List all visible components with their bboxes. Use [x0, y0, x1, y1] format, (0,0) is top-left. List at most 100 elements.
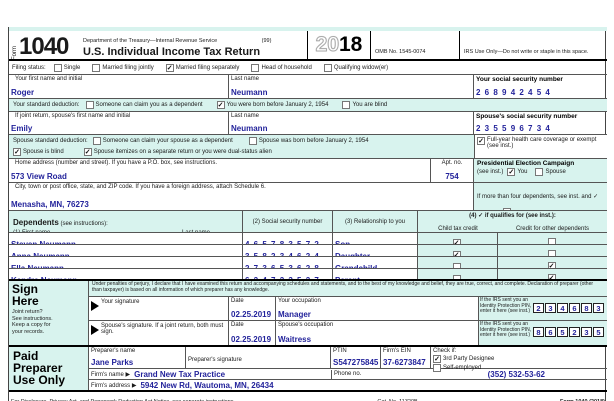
checkbox-ctc[interactable]: [452, 262, 461, 268]
dependent-name[interactable]: Ella Neumann: [11, 264, 64, 268]
checkbox-hoh[interactable]: [251, 63, 260, 72]
spouse-last-name-value[interactable]: Neumann: [231, 124, 268, 133]
apt-no-field[interactable]: Apt. no. 754: [431, 159, 474, 182]
dependent-ssn[interactable]: 2 7 3 6 5 3 6 2 8: [245, 264, 320, 268]
first-name-value[interactable]: Roger: [11, 88, 35, 97]
firm-ein-field[interactable]: Firm's EIN 37-6273847: [381, 347, 431, 368]
pin-digit[interactable]: 3: [593, 303, 604, 313]
spouse-sign-date-value[interactable]: 02.25.2019: [231, 335, 272, 344]
pin-digit[interactable]: 2: [569, 327, 580, 337]
spouse-blind-option[interactable]: ✓ Spouse is blind: [13, 147, 64, 156]
born-before-1954-option[interactable]: ✓ You were born before January 2, 1954: [216, 101, 329, 109]
firm-address-field[interactable]: Firm's address ▶ 5942 New Rd, Wautoma, M…: [91, 380, 274, 390]
phone-field[interactable]: Phone no. (352) 532-53-62: [331, 369, 607, 379]
spouse-signature-field[interactable]: Spouse's signature. If a joint return, b…: [89, 321, 229, 345]
your-sign-date-field[interactable]: Date 02.25.2019: [229, 297, 276, 320]
checkbox-spouse-blind[interactable]: ✓: [13, 147, 21, 156]
phone-value[interactable]: (352) 532-53-62: [487, 369, 545, 379]
checkbox-pec-spouse[interactable]: [535, 168, 544, 176]
pin-digit[interactable]: 6: [545, 327, 556, 337]
checkbox-born-before-1954[interactable]: ✓: [216, 101, 225, 109]
checkbox-qw[interactable]: [323, 63, 332, 72]
checkbox-you-blind[interactable]: [342, 101, 351, 109]
checkbox-cod[interactable]: ✓: [547, 273, 556, 281]
your-occupation-field[interactable]: Your occupation Manager: [276, 297, 479, 320]
last-name-field[interactable]: Last name Neumann: [229, 75, 474, 98]
your-ssn-field[interactable]: Your social security number 2 6 8 9 4 2 …: [474, 75, 607, 98]
dependent-relationship[interactable]: Daughter: [335, 252, 370, 256]
pec-spouse-option[interactable]: Spouse: [535, 168, 566, 176]
pin-digit[interactable]: 3: [581, 327, 592, 337]
city-value[interactable]: Menasha, MN, 76273: [11, 200, 89, 209]
checkbox-ctc[interactable]: [452, 274, 461, 279]
dependent-ssn[interactable]: 6 2 4 7 2 3 5 2 7: [245, 276, 320, 279]
dependent-ssn[interactable]: 3 5 8 2 3 4 6 2 4: [245, 252, 320, 256]
spouse-first-name-value[interactable]: Emily: [11, 124, 33, 133]
dependent-name[interactable]: Anna Neumann: [11, 252, 70, 256]
your-sign-date-value[interactable]: 02.25.2019: [231, 310, 272, 319]
dependent-relationship[interactable]: Grandchild: [335, 264, 377, 268]
pin-digit[interactable]: 6: [569, 303, 580, 313]
spouse-born-before-1954-option[interactable]: Spouse was born before January 2, 1954: [248, 137, 369, 146]
pin-digit[interactable]: 3: [545, 303, 556, 313]
pin-digit[interactable]: 5: [557, 327, 568, 337]
checkbox-ctc[interactable]: ✓: [452, 250, 461, 256]
ptin-field[interactable]: PTIN S547275845: [331, 347, 381, 368]
pec-you-option[interactable]: ✓ You: [507, 168, 528, 176]
dependent-relationship[interactable]: Son: [335, 240, 350, 244]
firm-address-value[interactable]: 5942 New Rd, Wautoma, MN, 26434: [140, 380, 274, 390]
filing-status-single[interactable]: Single: [53, 63, 80, 72]
pin-digit[interactable]: 8: [533, 327, 544, 337]
you-blind-option[interactable]: You are blind: [342, 101, 387, 109]
checkbox-health-coverage[interactable]: ✓: [477, 137, 485, 145]
spouse-occupation-field[interactable]: Spouse's occupation Waitress: [276, 321, 479, 345]
pin-digit[interactable]: 5: [593, 327, 604, 337]
your-occupation-value[interactable]: Manager: [278, 310, 311, 319]
ptin-value[interactable]: S547275845: [333, 358, 379, 367]
preparer-signature-field[interactable]: Preparer's signature: [186, 347, 331, 368]
pin-digit[interactable]: 4: [557, 303, 568, 313]
checkbox-spouse-itemizes[interactable]: ✓: [83, 147, 92, 156]
first-name-field[interactable]: Your first name and initial Roger: [9, 75, 229, 98]
preparer-name-field[interactable]: Preparer's name Jane Parks: [89, 347, 186, 368]
dependent-name[interactable]: Steven Neumann: [11, 240, 76, 244]
filing-status-mfj[interactable]: Married filing jointly: [92, 63, 154, 72]
dependent-relationship[interactable]: Parent: [335, 276, 360, 279]
preparer-name-value[interactable]: Jane Parks: [91, 358, 134, 367]
city-field[interactable]: City, town or post office, state, and ZI…: [9, 183, 474, 210]
spouse-sign-date-field[interactable]: Date 02.25.2019: [229, 321, 276, 345]
spouse-ssn-value[interactable]: 2 3 5 5 9 6 7 3 4: [476, 124, 551, 133]
filing-status-hoh[interactable]: Head of household: [251, 63, 312, 72]
firm-ein-value[interactable]: 37-6273847: [383, 358, 426, 367]
your-signature-field[interactable]: Your signature: [89, 297, 229, 320]
spouse-last-name-field[interactable]: Last name Neumann: [229, 112, 474, 134]
dependent-name[interactable]: Kendra Neumann: [11, 276, 77, 279]
checkbox-cod[interactable]: [547, 249, 556, 256]
spouse-occupation-value[interactable]: Waitress: [278, 335, 312, 344]
claim-dependent-option[interactable]: Someone can claim you as a dependent: [85, 101, 203, 109]
filing-status-mfs[interactable]: ✓ Married filing separately: [165, 63, 240, 72]
checkbox-ctc[interactable]: ✓: [452, 238, 461, 244]
pin-digit[interactable]: 8: [581, 303, 592, 313]
firm-name-field[interactable]: Firm's name ▶ Grand New Tax Practice: [91, 369, 226, 379]
pin-digit[interactable]: 2: [533, 303, 544, 313]
dependent-ssn[interactable]: 4 6 5 7 8 3 5 7 2: [245, 240, 320, 244]
checkbox-mfs[interactable]: ✓: [165, 63, 174, 72]
home-address-value[interactable]: 573 View Road: [11, 172, 67, 181]
checkbox-more-dependents[interactable]: [502, 207, 511, 210]
checkbox-cod[interactable]: ✓: [547, 261, 556, 269]
spouse-itemizes-option[interactable]: ✓ Spouse itemizes on a separate return o…: [83, 147, 272, 156]
home-address-field[interactable]: Home address (number and street). If you…: [9, 159, 431, 182]
third-party-designee-option[interactable]: ✓ 3rd Party Designee: [433, 355, 495, 363]
checkbox-spouse-born-before-1954[interactable]: [248, 137, 257, 146]
checkbox-self-employed[interactable]: [433, 364, 441, 372]
health-coverage-box[interactable]: ✓ Full-year health care coverage or exem…: [474, 135, 607, 158]
spouse-first-name-field[interactable]: If joint return, spouse's first name and…: [9, 112, 229, 134]
self-employed-option[interactable]: Self-employed: [433, 364, 605, 372]
checkbox-third-party-designee[interactable]: ✓: [433, 355, 441, 363]
checkbox-cod[interactable]: [547, 237, 556, 244]
checkbox-mfj[interactable]: [92, 63, 101, 72]
checkbox-single[interactable]: [53, 63, 62, 72]
firm-name-value[interactable]: Grand New Tax Practice: [134, 369, 226, 379]
apt-no-value[interactable]: 754: [445, 172, 459, 181]
